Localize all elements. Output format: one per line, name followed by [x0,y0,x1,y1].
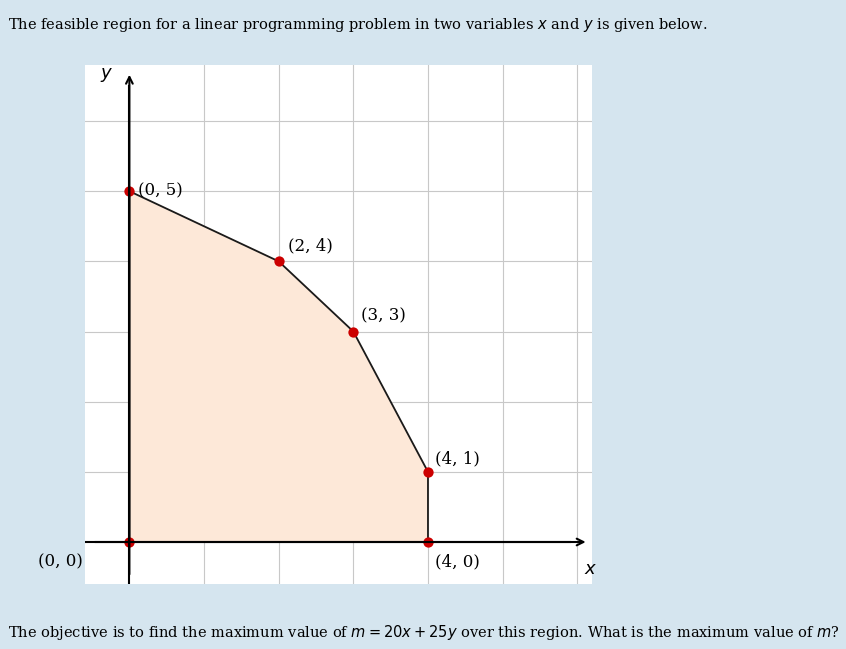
Text: (2, 4): (2, 4) [288,238,332,254]
Point [421,537,435,547]
Point [123,537,136,547]
Text: The objective is to find the maximum value of $m = 20x + 25y$ over this region. : The objective is to find the maximum val… [8,623,840,642]
Text: $y$: $y$ [101,66,113,84]
Text: (4, 0): (4, 0) [436,553,481,570]
Text: $x$: $x$ [584,559,597,578]
Text: (0, 5): (0, 5) [139,182,183,200]
Point [421,467,435,477]
Polygon shape [129,191,428,542]
Point [347,326,360,337]
Text: (3, 3): (3, 3) [360,308,406,324]
Text: The feasible region for a linear programming problem in two variables $x$ and $y: The feasible region for a linear program… [8,16,708,34]
Text: (0, 0): (0, 0) [38,553,83,570]
Point [123,186,136,197]
Point [272,256,285,267]
Text: (4, 1): (4, 1) [436,450,481,468]
